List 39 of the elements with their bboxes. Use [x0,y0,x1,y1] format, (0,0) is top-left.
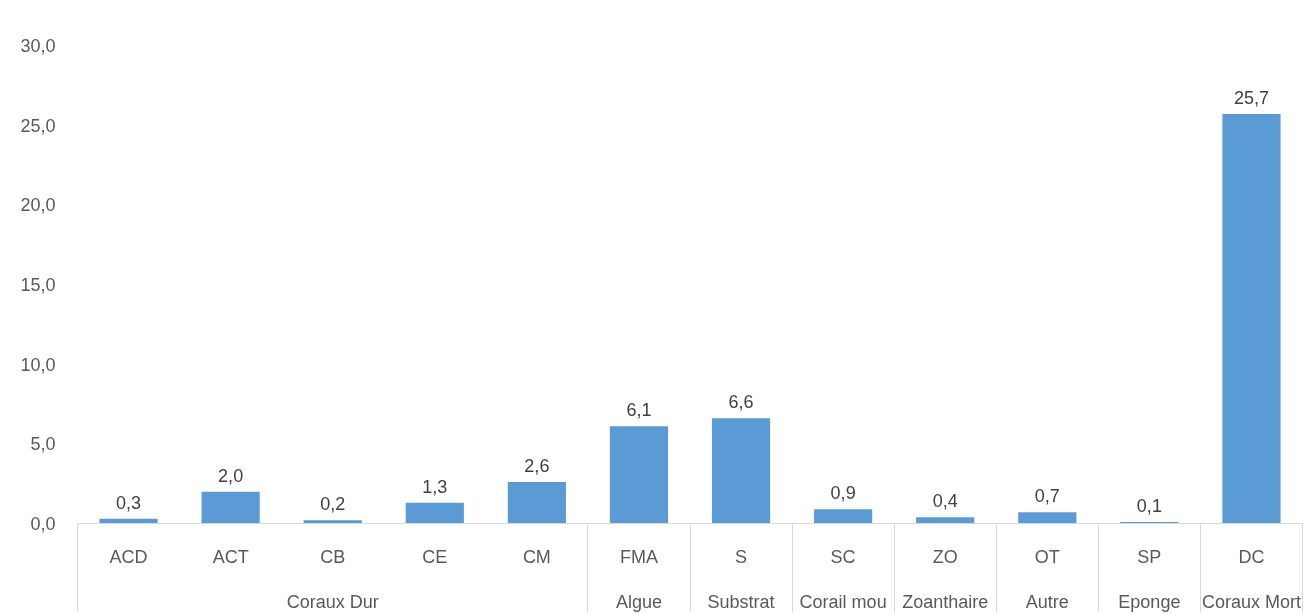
x-tick-label: DC [1238,546,1265,567]
y-tick-label: 25,0 [20,115,56,136]
text: Zoanthaire [902,591,989,612]
x-tick-label: CB [320,546,346,567]
text: Substrat [707,591,775,612]
y-tick-label: 5,0 [30,434,56,455]
data-label: 25,7 [1233,88,1269,109]
data-label: 2,0 [218,465,244,486]
x-tick-label: SP [1137,546,1162,567]
y-tick-label: 15,0 [20,275,56,295]
data-label: 0,7 [1034,486,1060,507]
text: Coraux Mort [1201,591,1301,612]
data-label: 0,1 [1136,495,1162,516]
data-label: 6,6 [728,392,754,413]
x-tick-label: ACD [109,546,148,567]
text: Autre [1025,591,1069,612]
data-label: 0,4 [932,491,958,512]
y-tick-label: 10,0 [20,354,56,375]
x-tick-label: S [735,546,748,567]
text: Algue [615,591,662,612]
text: Coraux Dur [286,591,379,612]
y-tick-label: 30,0 [20,36,56,56]
data-label: 0,3 [116,492,142,513]
data-label: 6,1 [626,400,652,421]
x-tick-label: ACT [212,546,249,567]
x-tick-label: CM [522,546,551,567]
y-tick-label: 20,0 [20,195,56,216]
data-label: 0,9 [830,483,856,504]
data-label: 0,2 [320,494,346,515]
data-label: 2,6 [524,456,550,477]
data-label: 1,3 [422,476,448,497]
x-tick-label: SC [830,546,856,567]
text: Corail mou [799,591,887,612]
x-tick-label: FMA [619,546,658,567]
x-tick-label: ZO [932,546,958,567]
text: Eponge [1118,591,1181,612]
y-tick-label: 0,0 [30,514,56,534]
x-tick-label: OT [1034,546,1060,567]
x-tick-label: CE [422,546,448,567]
